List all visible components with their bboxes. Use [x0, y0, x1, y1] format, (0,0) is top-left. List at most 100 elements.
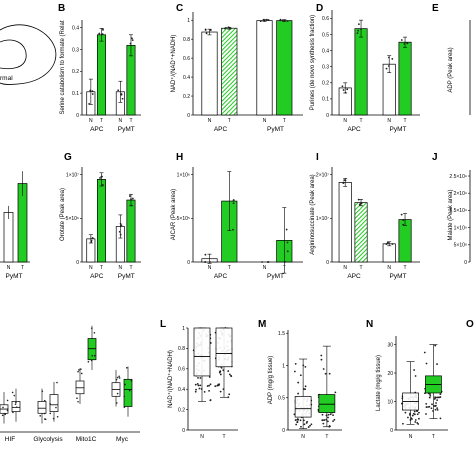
data-point-C	[204, 28, 207, 31]
data-point-G	[128, 195, 131, 197]
data-point-L	[222, 369, 225, 372]
x-tick-label-B: T	[129, 118, 132, 124]
data-point-K	[123, 406, 126, 408]
x-tick-label-F: T	[21, 265, 24, 271]
data-point-K	[2, 406, 4, 409]
data-point-M	[324, 372, 327, 375]
data-point-K	[43, 412, 46, 415]
y-tick-label-L: 0	[182, 428, 185, 434]
data-point-L	[209, 383, 212, 386]
data-point-L	[197, 376, 199, 379]
x-tick-label-H: N	[263, 265, 267, 271]
data-point-N	[431, 403, 433, 406]
data-point-I	[402, 223, 405, 226]
group-label-H: APC	[214, 273, 228, 280]
data-point-H	[286, 241, 289, 244]
data-point-N	[436, 399, 439, 402]
data-point-L	[199, 384, 202, 387]
data-point-N	[439, 393, 442, 396]
data-point-H	[284, 261, 286, 263]
data-point-M	[320, 358, 323, 361]
data-point-G	[131, 197, 134, 200]
data-point-K	[130, 379, 133, 382]
data-point-H	[232, 199, 235, 202]
data-point-N	[404, 411, 407, 414]
data-point-H	[286, 250, 289, 253]
data-point-L	[219, 373, 222, 376]
x-tick-label-N: N	[409, 434, 413, 440]
data-point-H	[204, 253, 207, 256]
data-point-L	[209, 399, 212, 401]
data-point-M	[310, 423, 313, 426]
data-point-D	[342, 89, 345, 91]
data-point-L	[228, 373, 231, 376]
group-label-H: PyMT	[267, 273, 284, 280]
data-point-N	[427, 406, 430, 408]
x-tick-label-M: N	[301, 434, 305, 440]
data-point-I	[387, 241, 389, 244]
data-point-K	[115, 378, 118, 381]
data-point-M	[325, 418, 328, 421]
bar-D-T-PyMT	[398, 41, 412, 116]
y-tick-label-J: 5×10⁸	[454, 243, 467, 249]
bar-C-T-APC	[221, 27, 238, 116]
top-left-label: rmal	[0, 75, 13, 82]
data-point-N	[434, 344, 437, 347]
chart-marks: 0 0.1 0.2 0.3 0.4 Serine catabolism to format…	[0, 10, 471, 443]
data-point-N	[425, 362, 428, 365]
data-point-D	[357, 29, 360, 32]
data-point-N	[434, 405, 437, 408]
box-L-T	[215, 327, 233, 368]
data-point-M	[295, 423, 298, 426]
data-point-N	[407, 416, 409, 419]
data-point-M	[306, 420, 309, 423]
data-point-K	[128, 389, 131, 392]
y-tick-label-D: 0.3	[322, 65, 329, 71]
data-point-B	[129, 42, 132, 45]
data-point-L	[208, 389, 210, 392]
data-point-N	[413, 369, 416, 371]
y-tick-label-N: 20	[387, 371, 393, 377]
data-point-K	[6, 399, 9, 402]
data-point-M	[297, 381, 300, 384]
x-tick-label-K: Myc	[116, 436, 129, 443]
data-point-K	[52, 417, 55, 420]
data-point-N	[435, 402, 437, 404]
y-tick-label-M: 1.5	[278, 331, 285, 337]
x-tick-label-I: N	[343, 265, 347, 271]
data-point-N	[428, 396, 431, 399]
y-axis-label-E: ADP (Peak area)	[448, 47, 454, 92]
x-tick-label-D: T	[404, 118, 407, 124]
panel-label-O: O	[466, 319, 474, 330]
bar-I-N-PyMT	[382, 243, 396, 263]
data-point-M	[297, 392, 300, 395]
data-point-G	[118, 230, 121, 233]
data-point-K	[44, 418, 47, 421]
data-point-L	[219, 370, 222, 373]
data-point-G	[90, 241, 93, 243]
data-point-K	[15, 401, 17, 404]
box-L-N	[193, 327, 211, 377]
data-point-C	[286, 20, 289, 22]
x-tick-label-G: N	[119, 265, 123, 271]
data-point-N	[408, 414, 411, 416]
data-point-D	[385, 67, 388, 70]
data-point-L	[198, 387, 201, 390]
data-point-N	[425, 413, 427, 415]
bar-D-T-APC	[354, 28, 368, 116]
data-point-L	[208, 376, 211, 378]
y-tick-label-N: 10	[387, 399, 393, 405]
y-tick-label-M: 0.5	[278, 396, 285, 402]
data-point-M	[299, 419, 302, 422]
x-tick-label-D: T	[360, 118, 363, 124]
y-tick-label-L: 0.8	[178, 346, 185, 352]
data-point-K	[12, 411, 14, 414]
data-point-D	[356, 32, 359, 35]
y-tick-label-I: 0	[326, 260, 329, 266]
data-point-K	[56, 381, 58, 384]
data-point-L	[194, 383, 197, 386]
data-point-M	[304, 385, 307, 388]
data-point-K	[4, 413, 7, 416]
data-point-K	[93, 331, 96, 334]
y-axis-label-M: ADP (mg/g tissue)	[268, 356, 274, 405]
